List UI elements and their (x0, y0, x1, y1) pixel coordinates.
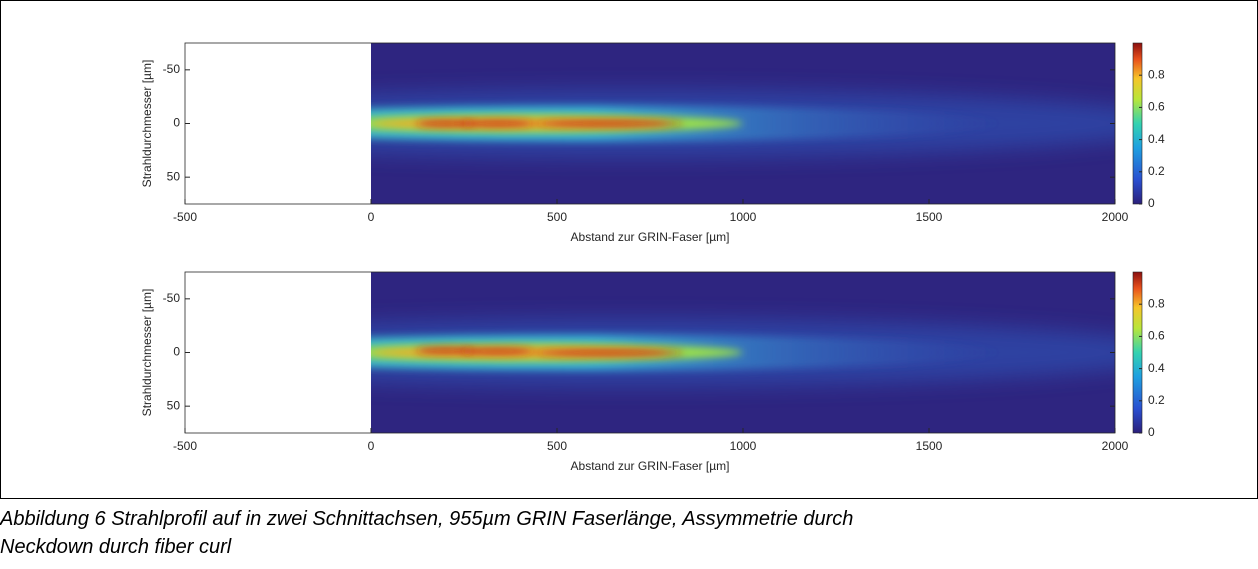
x-tick-label: -500 (173, 439, 197, 453)
y-tick-label: -50 (163, 62, 181, 76)
x-tick-label: 1000 (730, 210, 757, 224)
x-tick-label: 500 (547, 210, 567, 224)
x-tick-label: 2000 (1102, 439, 1129, 453)
beam-peak (534, 120, 684, 127)
beam-peak (415, 120, 476, 127)
x-tick-label: 500 (547, 439, 567, 453)
beam-peak (460, 120, 535, 127)
x-tick-label: 0 (368, 439, 375, 453)
y-axis-label: Strahldurchmesser [µm] (140, 289, 154, 417)
colorbar (1132, 271, 1143, 434)
colorbar-tick-label: 0.2 (1148, 393, 1165, 407)
y-axis-label: Strahldurchmesser [µm] (140, 60, 154, 188)
colorbar-tick-label: 0.4 (1148, 361, 1165, 375)
colorbar-tick-label: 0.8 (1148, 67, 1165, 81)
caption: Abbildung 6 Strahlprofil auf in zwei Sch… (0, 508, 854, 530)
beam-peak (415, 347, 476, 354)
beam (371, 89, 1115, 158)
x-tick-label: 1500 (916, 439, 943, 453)
beam (371, 318, 1115, 387)
y-tick-label: 0 (173, 116, 180, 130)
caption: Neckdown durch fiber curl (0, 536, 232, 558)
x-tick-label: 2000 (1102, 210, 1129, 224)
colorbar-tick-label: 0 (1148, 196, 1155, 210)
y-tick-label: -50 (163, 291, 181, 305)
x-tick-label: -500 (173, 210, 197, 224)
colorbar-tick-label: 0.6 (1148, 329, 1165, 343)
beam-peak (460, 348, 535, 355)
x-axis-label: Abstand zur GRIN-Faser [µm] (571, 230, 730, 244)
colorbar-tick-label: 0.8 (1148, 296, 1165, 310)
colorbar-tick-label: 0.6 (1148, 100, 1165, 114)
x-tick-label: 1500 (916, 210, 943, 224)
x-axis-label: Abstand zur GRIN-Faser [µm] (571, 459, 730, 473)
x-tick-label: 0 (368, 210, 375, 224)
colorbar-tick-label: 0.2 (1148, 164, 1165, 178)
y-tick-label: 50 (167, 169, 181, 183)
x-tick-label: 1000 (730, 439, 757, 453)
colorbar (1132, 42, 1143, 205)
y-tick-label: 0 (173, 345, 180, 359)
beam-peak (534, 349, 684, 356)
y-tick-label: 50 (167, 398, 181, 412)
colorbar-tick-label: 0.4 (1148, 132, 1165, 146)
colorbar-tick-label: 0 (1148, 425, 1155, 439)
